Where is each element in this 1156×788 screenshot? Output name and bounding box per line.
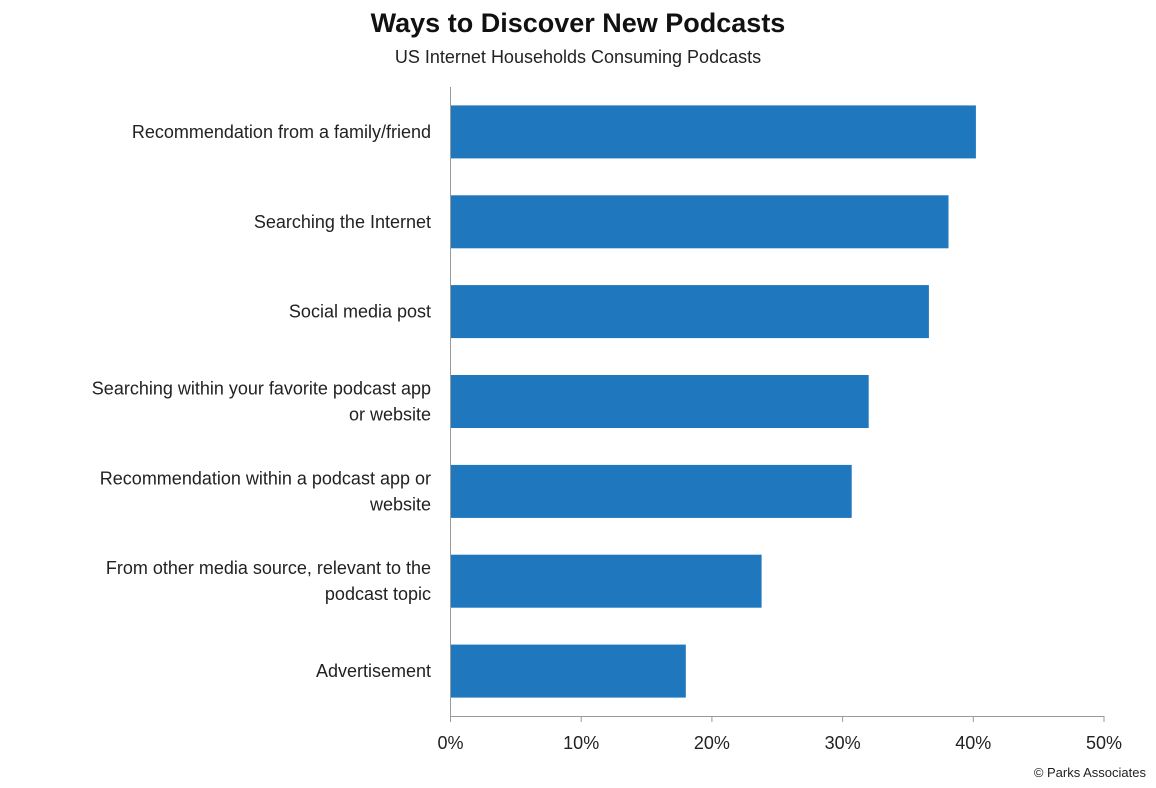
bar bbox=[450, 375, 869, 428]
chart-title: Ways to Discover New Podcasts bbox=[370, 8, 786, 38]
category-label: Social media post bbox=[289, 302, 431, 322]
x-tick-label: 30% bbox=[825, 733, 861, 753]
x-tick-label: 50% bbox=[1086, 733, 1122, 753]
x-tick-label: 0% bbox=[437, 733, 463, 753]
category-label: Recommendation from a family/friend bbox=[132, 122, 431, 142]
category-label: From other media source, relevant to the… bbox=[106, 558, 431, 604]
bar bbox=[450, 554, 762, 608]
copyright-notice: © Parks Associates bbox=[1033, 765, 1146, 780]
x-tick-label: 10% bbox=[563, 733, 599, 753]
bar bbox=[450, 105, 976, 159]
category-label: Recommendation within a podcast app or we… bbox=[100, 468, 431, 514]
category-label: Advertisement bbox=[316, 661, 431, 681]
bar bbox=[450, 644, 686, 698]
bar bbox=[450, 195, 949, 249]
bar bbox=[450, 285, 929, 339]
category-label: Searching within your favorite podcast a… bbox=[92, 379, 431, 425]
bar bbox=[450, 464, 852, 518]
x-tick-label: 20% bbox=[694, 733, 730, 753]
category-label: Searching the Internet bbox=[254, 212, 431, 232]
chart-subtitle: US Internet Households Consuming Podcast… bbox=[394, 47, 762, 67]
x-tick-label: 40% bbox=[955, 733, 991, 753]
